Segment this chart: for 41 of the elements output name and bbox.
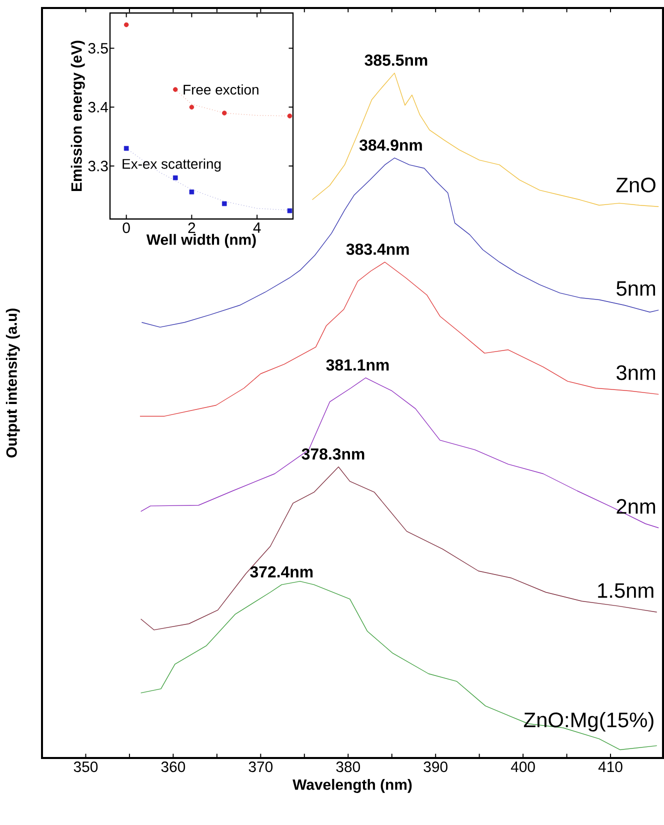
point xyxy=(172,175,178,180)
annotation: 372.4nm xyxy=(250,566,313,578)
point xyxy=(287,208,292,214)
x-tick-label: 2 xyxy=(188,222,196,233)
annotation: 384.9nm xyxy=(359,139,422,151)
series-label: 1.5nm xyxy=(598,583,654,598)
x-tick-label: 370 xyxy=(248,762,273,772)
point xyxy=(124,22,129,28)
point xyxy=(189,104,194,110)
y-axis-title: Emission energy (eV) xyxy=(70,40,85,191)
series-label: 5nm xyxy=(616,281,656,296)
annotation: 378.3nm xyxy=(302,448,364,460)
point xyxy=(222,201,227,206)
series-label: ZnO:Mg(15%) xyxy=(524,712,654,732)
series-label: Ex-ex scattering xyxy=(122,158,221,172)
x-tick-label: 390 xyxy=(424,762,448,772)
series-label: 2nm xyxy=(616,499,656,514)
x-tick-label: 380 xyxy=(336,762,360,772)
x-tick-label: 400 xyxy=(510,762,535,772)
point xyxy=(172,87,178,92)
series-label: 3nm xyxy=(616,365,656,380)
x-tick-label: 410 xyxy=(598,762,622,772)
x-tick-label: 360 xyxy=(161,762,186,772)
y-tick-label: 3.3 xyxy=(88,160,108,172)
series-label: Free exction xyxy=(184,84,258,95)
point xyxy=(124,146,129,151)
series-label: ZnO xyxy=(616,178,656,192)
point xyxy=(222,110,227,116)
point xyxy=(189,190,194,194)
annotation: 383.4nm xyxy=(346,244,409,255)
point xyxy=(287,114,292,118)
x-tick-label: 350 xyxy=(74,762,98,772)
y-tick-label: 3.5 xyxy=(88,43,108,54)
y-tick-label: 3.4 xyxy=(88,102,108,112)
x-tick-label: 4 xyxy=(253,222,261,233)
x-tick-label: 0 xyxy=(122,222,130,234)
x-axis-title: Well width (nm) xyxy=(146,234,256,248)
x-axis-title: Wavelength (nm) xyxy=(292,778,412,793)
y-axis-title: Output intensity (a.u) xyxy=(6,308,20,458)
annotation: 381.1nm xyxy=(326,359,389,371)
annotation: 385.5nm xyxy=(364,54,428,66)
